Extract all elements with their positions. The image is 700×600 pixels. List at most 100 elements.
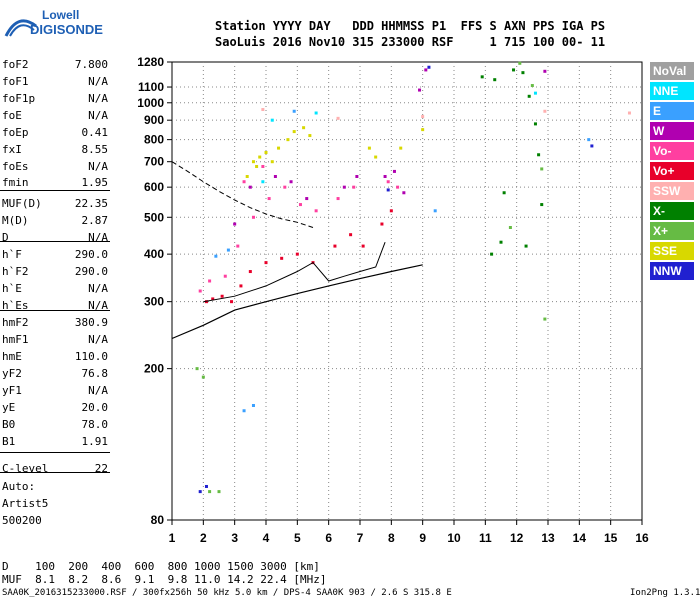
echo-point bbox=[242, 180, 246, 184]
auto-line3: 500200 bbox=[2, 514, 42, 527]
x-tick-label: 14 bbox=[573, 531, 587, 545]
param-name: h`E bbox=[2, 282, 22, 295]
y-tick-label: 1000 bbox=[137, 96, 164, 110]
x-tick-label: 8 bbox=[388, 531, 395, 545]
param-name: B1 bbox=[2, 435, 16, 448]
echo-point bbox=[251, 404, 255, 407]
echo-point bbox=[389, 209, 393, 213]
echo-point bbox=[402, 191, 406, 195]
echo-point bbox=[521, 71, 525, 75]
param-row: B0 78.0 bbox=[2, 418, 108, 431]
echo-point bbox=[292, 130, 296, 134]
echo-point bbox=[251, 160, 255, 164]
echo-point bbox=[396, 185, 400, 189]
param-row: C-level 22 bbox=[2, 462, 108, 475]
echo-point bbox=[302, 126, 306, 130]
echo-point bbox=[308, 134, 312, 138]
echo-point bbox=[543, 317, 547, 321]
echo-point bbox=[245, 175, 249, 178]
echo-point bbox=[277, 146, 281, 150]
param-row: M(D) 2.87 bbox=[2, 214, 108, 227]
param-name: foEp bbox=[2, 126, 29, 139]
auto-line2: Artist5 bbox=[2, 497, 49, 510]
echo-point bbox=[480, 75, 484, 79]
logo-line1: Lowell bbox=[42, 8, 80, 22]
param-row: foE N/A bbox=[2, 109, 108, 122]
echo-point bbox=[283, 185, 287, 189]
legend-item: X+ bbox=[650, 222, 694, 240]
echo-point bbox=[336, 116, 340, 120]
y-tick-label: 300 bbox=[144, 295, 164, 309]
x-tick-label: 10 bbox=[447, 531, 461, 545]
x-tick-label: 15 bbox=[604, 531, 618, 545]
x-tick-label: 9 bbox=[419, 531, 426, 545]
y-tick-label: 400 bbox=[144, 247, 164, 261]
param-value: 22.35 bbox=[74, 197, 108, 210]
param-name: C-level bbox=[2, 462, 49, 475]
x-tick-label: 11 bbox=[479, 531, 492, 545]
param-value: N/A bbox=[88, 109, 108, 122]
param-row: fxI 8.55 bbox=[2, 143, 108, 156]
param-row: hmF1 N/A bbox=[2, 333, 108, 346]
param-name: h`F bbox=[2, 248, 22, 261]
echo-point bbox=[543, 69, 547, 73]
x-tick-label: 4 bbox=[263, 531, 270, 545]
header-row2: SaoLuis 2016 Nov10 315 233000 RSF 1 715 … bbox=[215, 35, 606, 49]
echo-point bbox=[267, 197, 271, 201]
echo-point bbox=[530, 84, 534, 88]
echo-point bbox=[295, 252, 299, 256]
echo-point bbox=[217, 490, 221, 494]
echo-point bbox=[349, 233, 353, 237]
echo-point bbox=[258, 155, 262, 159]
param-name: fxI bbox=[2, 143, 22, 156]
param-value: N/A bbox=[88, 384, 108, 397]
param-name: hmF1 bbox=[2, 333, 29, 346]
auto-line1: Auto: bbox=[2, 480, 36, 493]
param-value: 22 bbox=[94, 462, 108, 475]
param-name: foF2 bbox=[2, 58, 29, 71]
legend-item: SSW bbox=[650, 182, 694, 200]
echo-point bbox=[264, 151, 268, 155]
param-value: N/A bbox=[88, 92, 108, 105]
footer-file-info: SAA0K_2016315233000.RSF / 300fx256h 50 k… bbox=[2, 588, 452, 598]
x-tick-label: 3 bbox=[231, 531, 238, 545]
param-name: h`Es bbox=[2, 299, 29, 312]
echo-point bbox=[261, 108, 265, 112]
param-name: fmin bbox=[2, 176, 29, 189]
echo-point bbox=[533, 122, 537, 126]
legend-item: Vo- bbox=[650, 142, 694, 160]
param-name: hmF2 bbox=[2, 316, 29, 329]
param-row: h`Es N/A bbox=[2, 299, 108, 312]
x-tick-label: 5 bbox=[294, 531, 301, 545]
echo-point bbox=[427, 65, 431, 69]
param-value: 76.8 bbox=[81, 367, 109, 380]
param-row: MUF(D) 22.35 bbox=[2, 197, 108, 210]
echo-point bbox=[540, 167, 544, 171]
echo-point bbox=[424, 68, 428, 72]
echo-point bbox=[251, 215, 255, 219]
echo-point bbox=[533, 91, 537, 95]
param-name: hmE bbox=[2, 350, 22, 363]
plot-frame bbox=[171, 61, 643, 521]
param-value: 380.9 bbox=[74, 316, 108, 329]
footer-distance-row: D 100 200 400 600 800 1000 1500 3000 [km… bbox=[2, 560, 320, 573]
x-tick-label: 13 bbox=[541, 531, 555, 545]
echo-point bbox=[255, 164, 259, 168]
param-row: B1 1.91 bbox=[2, 435, 108, 448]
param-value: 20.0 bbox=[81, 401, 109, 414]
param-row: foF2 7.800 bbox=[2, 58, 108, 71]
echo-point bbox=[383, 175, 387, 178]
param-row: fmin 1.95 bbox=[2, 176, 108, 189]
echo-point bbox=[195, 367, 199, 371]
param-value: 110.0 bbox=[74, 350, 108, 363]
param-value: 1.91 bbox=[81, 435, 109, 448]
param-name: B0 bbox=[2, 418, 16, 431]
param-separator bbox=[0, 472, 110, 473]
echo-point bbox=[421, 128, 425, 132]
param-value: N/A bbox=[88, 231, 108, 244]
param-name: yF1 bbox=[2, 384, 22, 397]
echo-point bbox=[239, 284, 243, 288]
param-value: N/A bbox=[88, 75, 108, 88]
echo-point bbox=[333, 244, 337, 248]
param-value: 0.41 bbox=[81, 126, 109, 139]
